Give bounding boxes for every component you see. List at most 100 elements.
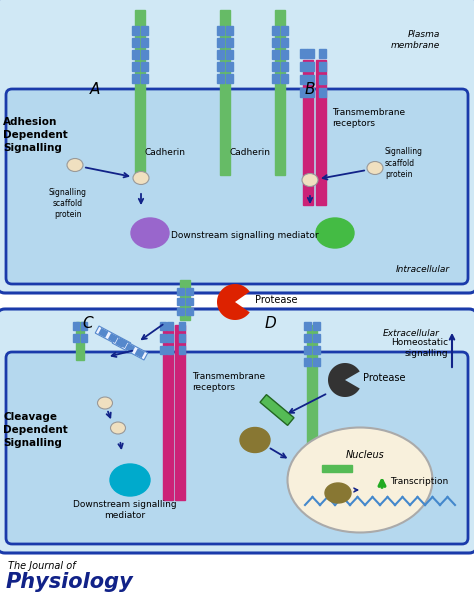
Bar [160,334,166,342]
Bar [81,322,87,330]
Bar [275,10,285,175]
Bar [272,62,279,71]
Bar [186,308,193,315]
Bar [76,322,84,360]
Text: Cadherin: Cadherin [145,148,186,157]
Bar [132,74,139,83]
Bar [322,465,352,472]
Bar [272,26,279,35]
Bar [132,26,139,35]
Ellipse shape [325,483,351,503]
Polygon shape [135,348,145,358]
Text: Protease: Protease [363,373,405,383]
Bar [304,346,311,354]
Ellipse shape [133,171,149,184]
Bar [179,346,185,354]
Ellipse shape [316,218,354,248]
Text: Transmembrane
receptors: Transmembrane receptors [192,373,265,392]
Bar [226,62,233,71]
Bar [186,298,193,305]
Text: Plasma
membrane: Plasma membrane [391,30,440,50]
Bar [313,322,320,330]
Ellipse shape [67,158,83,171]
Bar [177,308,184,315]
Bar [281,62,288,71]
Bar [179,322,185,330]
Bar [132,38,139,47]
Bar [300,62,307,71]
Bar [135,10,145,175]
Bar [141,26,148,35]
Bar [304,334,311,342]
Text: Intracellular: Intracellular [396,266,450,275]
Bar [281,26,288,35]
Bar [217,26,224,35]
Bar [217,38,224,47]
Bar [319,49,326,58]
Polygon shape [260,395,294,426]
Text: A: A [90,82,100,97]
Bar [167,334,173,342]
Bar [319,75,326,84]
Polygon shape [118,338,128,348]
Bar [217,74,224,83]
Bar [316,60,326,205]
Bar [307,62,314,71]
Polygon shape [108,333,118,343]
Bar [177,288,184,295]
Polygon shape [115,338,126,348]
Text: Adhesion
Dependent
Signalling: Adhesion Dependent Signalling [3,117,68,153]
Text: Cadherin: Cadherin [230,148,271,157]
Bar [167,322,173,330]
Bar [217,62,224,71]
Ellipse shape [110,422,126,434]
Ellipse shape [367,162,383,174]
Text: Transcription: Transcription [390,478,448,487]
Bar [307,325,317,500]
Bar [307,75,314,84]
Bar [220,10,230,175]
Bar [81,334,87,342]
Bar [160,322,166,330]
FancyBboxPatch shape [0,309,474,553]
Bar [141,74,148,83]
Bar [132,50,139,59]
Bar [313,334,320,342]
Bar [313,358,320,366]
Text: Nucleus: Nucleus [346,450,384,460]
Bar [307,88,314,97]
Bar [303,60,313,205]
Polygon shape [217,284,250,320]
Bar [226,38,233,47]
Bar [167,346,173,354]
FancyBboxPatch shape [6,89,468,284]
Polygon shape [125,343,135,353]
Ellipse shape [288,427,432,533]
Bar [217,50,224,59]
Bar [226,50,233,59]
Text: Downstream signalling mediator: Downstream signalling mediator [171,230,319,239]
Polygon shape [95,326,131,350]
Bar [300,75,307,84]
Bar [179,334,185,342]
Bar [272,74,279,83]
Text: D: D [264,315,276,331]
Text: Protease: Protease [255,295,298,305]
Bar [132,62,139,71]
Bar [281,50,288,59]
Bar [226,26,233,35]
Bar [313,346,320,354]
Bar [175,325,185,500]
Bar [281,74,288,83]
Ellipse shape [110,464,150,496]
Ellipse shape [98,397,112,409]
Bar [272,50,279,59]
Bar [319,62,326,71]
Bar [73,334,79,342]
Bar [160,346,166,354]
Polygon shape [98,328,109,338]
Bar [300,49,307,58]
Bar [141,38,148,47]
Bar [141,50,148,59]
Text: Transmembrane
receptors: Transmembrane receptors [332,108,405,128]
